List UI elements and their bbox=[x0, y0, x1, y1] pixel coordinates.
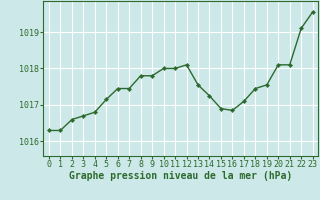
X-axis label: Graphe pression niveau de la mer (hPa): Graphe pression niveau de la mer (hPa) bbox=[69, 171, 292, 181]
